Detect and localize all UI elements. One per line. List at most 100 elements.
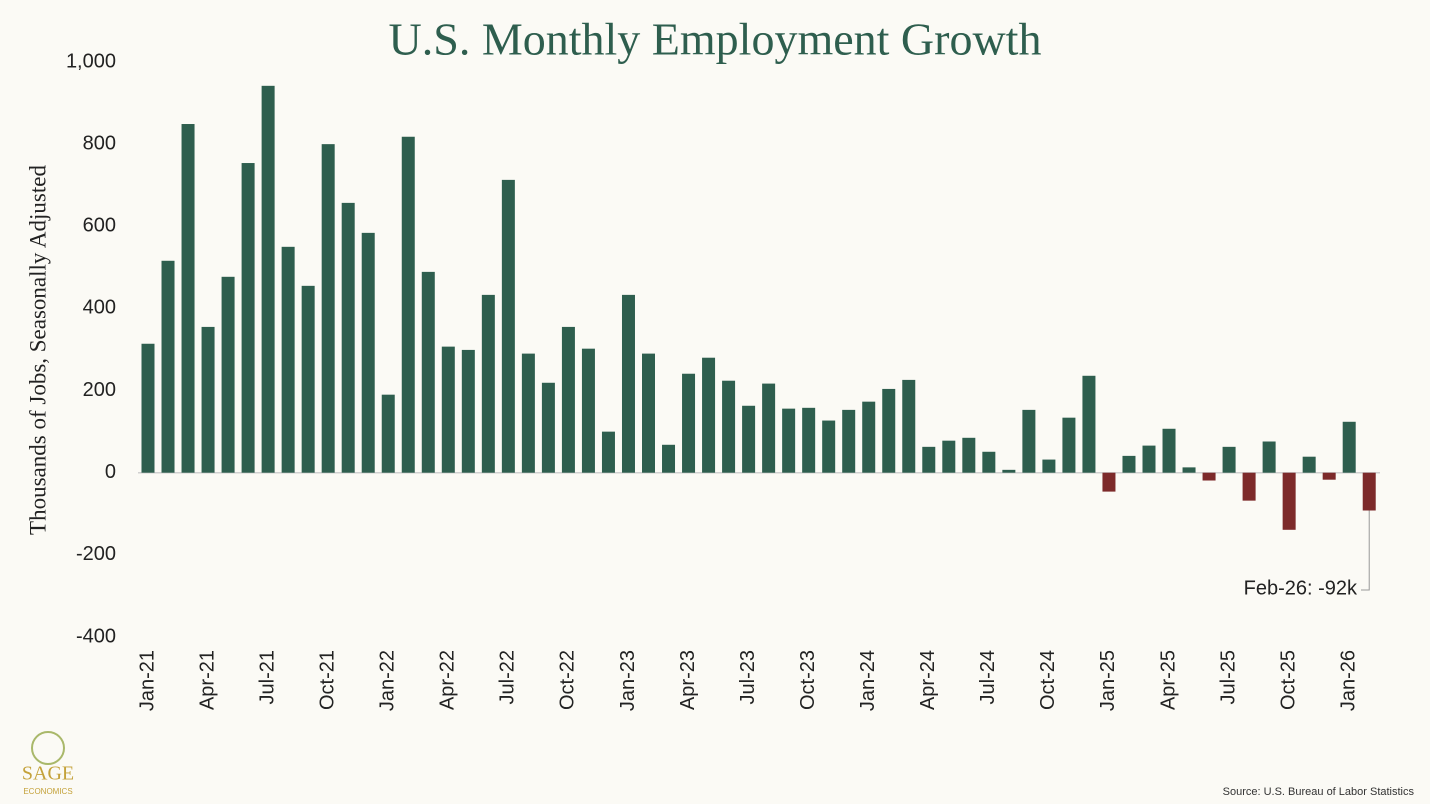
x-tick-label: Apr-22 <box>437 650 459 710</box>
bar <box>1242 472 1256 501</box>
x-tick-label: Jan-21 <box>136 650 158 711</box>
y-tick-label: -400 <box>76 625 116 647</box>
x-tick-label: Apr-23 <box>677 650 699 710</box>
bar <box>1082 375 1096 473</box>
y-tick-label: 200 <box>83 379 116 401</box>
bar <box>1222 446 1236 473</box>
bar <box>301 285 315 473</box>
bar <box>601 431 615 473</box>
bar <box>581 348 595 473</box>
bar <box>802 407 816 473</box>
bar <box>1342 421 1356 473</box>
bar <box>1282 472 1296 530</box>
x-tick-label: Jan-24 <box>857 650 879 711</box>
logo-text: SAGE <box>22 763 74 785</box>
x-tick-label: Oct-22 <box>557 650 579 710</box>
bar <box>461 349 475 473</box>
bar <box>561 326 575 473</box>
y-tick-label: -200 <box>76 543 116 565</box>
y-tick-label: 0 <box>105 461 116 483</box>
x-tick-label: Jan-22 <box>377 650 399 711</box>
annotation-leader <box>1361 510 1370 591</box>
bar <box>621 294 635 473</box>
bar <box>1262 441 1276 473</box>
y-tick-label: 600 <box>83 215 116 237</box>
bar <box>1002 469 1016 473</box>
bar <box>1042 459 1056 473</box>
bar <box>241 163 255 473</box>
bar <box>642 353 655 473</box>
chart-title: U.S. Monthly Employment Growth <box>389 14 1042 65</box>
bar <box>1062 417 1076 473</box>
bar <box>1202 472 1216 481</box>
bar <box>361 232 375 473</box>
y-axis-title: Thousands of Jobs, Seasonally Adjusted <box>25 165 50 535</box>
x-tick-label: Oct-21 <box>316 650 338 710</box>
bar <box>381 394 395 473</box>
bar <box>922 446 936 473</box>
logo-mark <box>31 731 65 765</box>
bar <box>902 379 916 473</box>
y-tick-label: 1,000 <box>66 50 116 72</box>
y-tick-label: 800 <box>83 132 116 154</box>
y-tick-label: 400 <box>83 297 116 319</box>
bar <box>141 343 155 473</box>
bar <box>982 451 996 473</box>
x-tick-label: Apr-25 <box>1157 650 1179 710</box>
x-tick-label: Jul-25 <box>1217 650 1239 704</box>
bar <box>341 202 355 473</box>
bar <box>742 405 756 473</box>
bar <box>1122 455 1136 473</box>
bar <box>962 437 976 473</box>
bar <box>541 382 555 473</box>
bar <box>862 401 876 473</box>
bar <box>762 383 776 473</box>
bar <box>1302 456 1316 473</box>
x-tick-label: Jul-23 <box>737 650 759 704</box>
x-tick-label: Apr-21 <box>196 650 218 710</box>
bar <box>842 409 856 473</box>
x-tick-label: Oct-23 <box>797 650 819 710</box>
bar <box>201 326 215 473</box>
x-tick-label: Jan-23 <box>617 650 639 711</box>
x-tick-label: Jan-25 <box>1097 650 1119 711</box>
x-tick-label: Jul-24 <box>977 650 999 704</box>
bar <box>481 294 495 473</box>
bar <box>521 353 535 473</box>
bar <box>942 440 956 473</box>
x-tick-label: Apr-24 <box>917 650 939 710</box>
bar <box>421 271 435 473</box>
bar <box>161 260 175 473</box>
x-tick-label: Jul-21 <box>256 650 278 704</box>
x-tick-label: Oct-24 <box>1037 650 1059 710</box>
bar <box>1102 472 1116 492</box>
bar <box>501 179 515 473</box>
bar <box>882 388 896 473</box>
bar <box>1362 472 1376 511</box>
bar <box>261 85 275 473</box>
bar <box>1022 409 1036 473</box>
bar <box>1162 428 1176 473</box>
bar <box>702 357 716 473</box>
annotation: Feb-26: -92k <box>1244 577 1358 599</box>
bar <box>401 136 415 473</box>
bar <box>1142 445 1156 473</box>
source-note: Source: U.S. Bureau of Labor Statistics <box>1223 786 1415 798</box>
bar <box>321 144 335 473</box>
bar <box>181 124 195 473</box>
x-tick-label: Jul-22 <box>497 650 519 704</box>
x-tick-label: Jan-26 <box>1337 650 1359 711</box>
logo-subtext: ECONOMICS <box>23 787 72 796</box>
bar <box>221 276 235 473</box>
bar <box>682 373 696 473</box>
bar <box>1182 467 1196 473</box>
bar <box>822 420 836 473</box>
logo: SAGE ECONOMICS <box>22 731 74 796</box>
bar <box>782 408 796 473</box>
bar <box>441 346 455 473</box>
bar <box>722 380 736 473</box>
bar <box>1322 472 1336 480</box>
bar <box>281 246 295 473</box>
x-tick-label: Oct-25 <box>1277 650 1299 710</box>
